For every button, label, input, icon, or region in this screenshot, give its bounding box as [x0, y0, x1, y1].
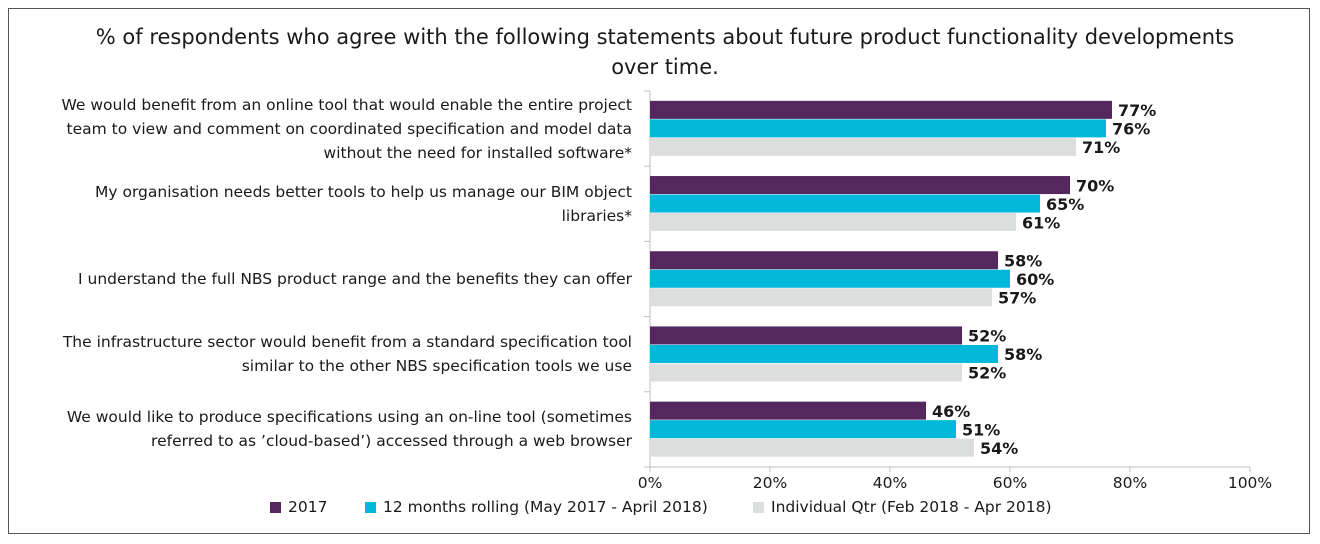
category-label-line: libraries* [561, 206, 632, 225]
category-label-line: referred to as ’cloud-based’) accessed t… [151, 432, 632, 451]
bar-value-label: 52% [968, 364, 1006, 383]
bar [650, 401, 926, 420]
chart-frame [8, 8, 1310, 534]
legend-label: 2017 [288, 498, 328, 516]
x-tick-label: 80% [1113, 474, 1147, 492]
bar [650, 213, 1016, 232]
x-tick-label: 40% [873, 474, 907, 492]
bar-value-label: 71% [1082, 138, 1120, 157]
x-tick-label: 0% [638, 474, 663, 492]
legend: 2017 12 months rolling (May 2017 - April … [0, 498, 1320, 522]
legend-swatch [270, 501, 281, 513]
bar-value-label: 54% [980, 439, 1018, 458]
bar [650, 137, 1076, 156]
category-label: We would like to produce specifications … [12, 405, 632, 453]
bar [650, 363, 962, 382]
bar-value-label: 76% [1112, 120, 1150, 139]
legend-item: 2017 [270, 498, 327, 516]
category-label-line: I understand the full NBS product range … [78, 270, 632, 288]
bar [650, 288, 992, 307]
category-label-line: We would benefit from an online tool tha… [61, 95, 633, 114]
legend-swatch [365, 501, 376, 513]
bar-value-label: 70% [1076, 176, 1114, 195]
category-label-line: without the need for installed software* [323, 143, 632, 162]
chart-title: % of respondents who agree with the foll… [95, 25, 1235, 79]
bar [650, 194, 1040, 213]
bar-value-label: 60% [1016, 270, 1054, 289]
x-tick-label: 60% [993, 474, 1027, 492]
bar [650, 344, 998, 363]
x-tick-label: 100% [1228, 474, 1272, 492]
category-label-line: My organisation needs better tools to he… [94, 182, 632, 201]
category-label-line: team to view and comment on coordinated … [66, 119, 632, 138]
category-label-line: similar to the other NBS specification t… [241, 357, 632, 376]
bar [650, 251, 998, 270]
category-label-line: We would like to produce specifications … [66, 408, 632, 427]
category-label: I understand the full NBS product range … [12, 267, 632, 291]
legend-item: Individual Qtr (Feb 2018 - Apr 2018) [753, 498, 1052, 516]
legend-item: 12 months rolling (May 2017 - April 2018… [365, 498, 708, 516]
legend-swatch [753, 501, 764, 513]
bar-value-label: 51% [962, 420, 1000, 439]
bar [650, 269, 1010, 288]
x-tick-label: 20% [753, 474, 787, 492]
bar-value-label: 52% [968, 327, 1006, 346]
legend-label: Individual Qtr (Feb 2018 - Apr 2018) [771, 498, 1052, 516]
bar [650, 176, 1070, 195]
bar-value-label: 58% [1004, 345, 1042, 364]
bar-value-label: 57% [998, 289, 1036, 308]
bar [650, 420, 956, 439]
bar [650, 326, 962, 345]
legend-label: 12 months rolling (May 2017 - April 2018… [383, 498, 708, 516]
category-label: My organisation needs better tools to he… [12, 180, 632, 228]
bar-value-label: 46% [932, 402, 970, 421]
bar-value-label: 65% [1046, 195, 1084, 214]
category-label: The infrastructure sector would benefit … [12, 330, 632, 378]
bar [650, 438, 974, 457]
bar [650, 100, 1112, 119]
bar [650, 119, 1106, 138]
bar-value-label: 58% [1004, 252, 1042, 271]
bar-value-label: 77% [1118, 101, 1156, 120]
bar-value-label: 61% [1022, 213, 1060, 232]
category-label-line: The infrastructure sector would benefit … [62, 333, 632, 352]
category-label: We would benefit from an online tool tha… [12, 93, 633, 165]
